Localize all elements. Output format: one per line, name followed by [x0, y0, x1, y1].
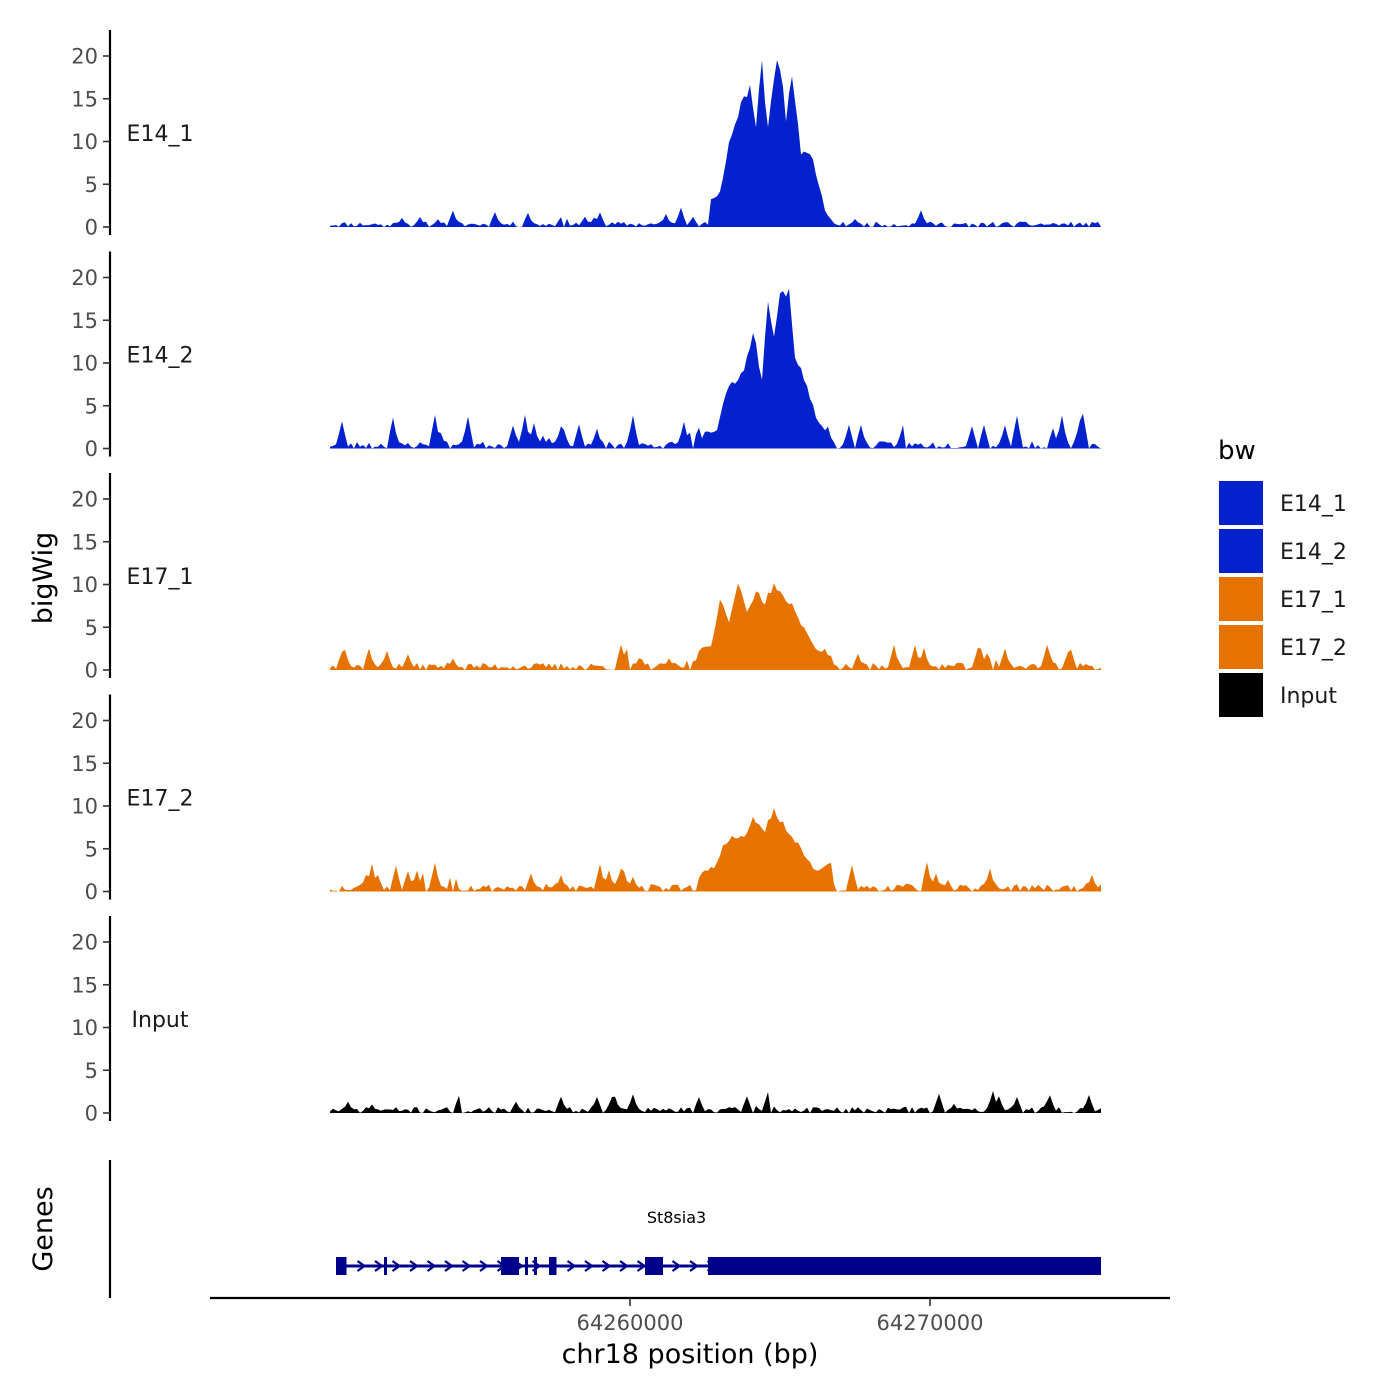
y-tick-label: 10 [71, 352, 98, 376]
y-tick-label: 15 [71, 530, 98, 554]
y-tick-label: 5 [85, 616, 98, 640]
strand-arrow [409, 1260, 419, 1272]
track-e17_1: 0 5 10 15 20 E17_1 [71, 473, 1101, 683]
y-tick-label: 0 [85, 1102, 98, 1126]
gene-name-label: St8sia3 [647, 1208, 706, 1227]
strand-arrow [601, 1260, 612, 1272]
legend-label: E14_2 [1280, 540, 1347, 565]
x-tick-label: 64260000 [577, 1311, 684, 1335]
y-tick-label: 20 [71, 488, 98, 512]
y-tick-label: 5 [85, 173, 98, 197]
y-tick-label: 15 [71, 973, 98, 997]
gene-exon [384, 1257, 387, 1275]
track-e14_2: 0 5 10 15 20 E14_2 [71, 251, 1101, 461]
y-tick-label: 10 [71, 573, 98, 597]
gene-exon [534, 1257, 537, 1275]
legend-title: bw [1218, 436, 1256, 466]
legend-label: E17_1 [1280, 588, 1347, 613]
strand-arrow [619, 1260, 629, 1272]
gene-track: Genes St8sia3 [28, 1160, 1101, 1298]
y-tick-label: 0 [85, 437, 98, 461]
x-axis: chr18 position (bp) 64260000 64270000 [210, 1296, 1170, 1370]
signal-tracks: 05101520E14_105101520E14_205101520E17_10… [71, 30, 1101, 1126]
legend-label: Input [1280, 684, 1337, 709]
gene-exon [708, 1257, 1101, 1275]
strand-arrow [374, 1260, 384, 1272]
strand-arrow [391, 1260, 402, 1272]
track-label: E17_2 [127, 787, 194, 812]
y-tick-label: 5 [85, 1059, 98, 1083]
strand-arrow [461, 1260, 472, 1272]
signal-area-e14_1 [330, 60, 1101, 227]
strand-arrow [671, 1260, 682, 1272]
y-tick-label: 0 [85, 880, 98, 904]
y-tick-label: 10 [71, 1016, 98, 1040]
track-e14_1: 0 5 10 15 20 E14_1 [71, 30, 1101, 240]
y-tick-label: 10 [71, 130, 98, 154]
gene-model: St8sia3 [336, 1208, 1101, 1275]
legend-swatch [1219, 673, 1263, 717]
track-label: Input [132, 1008, 189, 1033]
track-label: E17_1 [127, 565, 194, 590]
strand-arrow [636, 1260, 647, 1272]
y-tick-label: 5 [85, 837, 98, 861]
y-tick-label: 15 [71, 87, 98, 111]
legend-entry-e14_2: E14_2 [1219, 529, 1347, 573]
y-tick-label: 20 [71, 709, 98, 733]
y-tick-label: 0 [85, 659, 98, 683]
gene-track-title: Genes [28, 1186, 59, 1271]
strand-arrow [426, 1260, 437, 1272]
signal-area-e17_1 [330, 583, 1101, 670]
track-label: E14_1 [127, 122, 194, 147]
legend-entry-input: Input [1219, 673, 1337, 717]
signal-area-input [330, 1091, 1101, 1113]
gene-exon [336, 1257, 347, 1275]
track-input: 0 5 10 15 20 Input [71, 916, 1101, 1126]
legend-swatch [1219, 481, 1263, 525]
y-tick-label: 15 [71, 309, 98, 333]
legend-swatch [1219, 577, 1263, 621]
gene-exon [525, 1257, 528, 1275]
gene-exon [501, 1257, 519, 1275]
x-axis-title: chr18 position (bp) [562, 1339, 819, 1370]
y-tick-label: 10 [71, 795, 98, 819]
y-axis-title: bigWig [28, 532, 59, 625]
legend-label: E17_2 [1280, 636, 1347, 661]
legend-entry-e17_2: E17_2 [1219, 625, 1347, 669]
legend: bw E14_1 E14_2 E17_1 E17_2 Input [1218, 436, 1347, 717]
legend-entry-e14_1: E14_1 [1219, 481, 1347, 525]
gene-exon [645, 1257, 663, 1275]
track-e17_2: 0 5 10 15 20 E17_2 [71, 694, 1101, 904]
strand-arrow [356, 1260, 367, 1272]
legend-entry-e17_1: E17_1 [1219, 577, 1347, 621]
y-tick-label: 15 [71, 752, 98, 776]
legend-swatch [1219, 625, 1263, 669]
strand-arrow [584, 1260, 594, 1272]
gene-exon [549, 1257, 557, 1275]
signal-area-e17_2 [330, 808, 1101, 892]
y-tick-label: 20 [71, 266, 98, 290]
legend-label: E14_1 [1280, 492, 1347, 517]
y-tick-label: 0 [85, 216, 98, 240]
strand-arrow [479, 1260, 489, 1272]
y-tick-label: 20 [71, 931, 98, 955]
legend-swatch [1219, 529, 1263, 573]
strand-arrow [566, 1260, 577, 1272]
signal-area-e14_2 [330, 288, 1101, 449]
strand-arrow [689, 1260, 699, 1272]
track-label: E14_2 [127, 344, 194, 369]
y-tick-label: 5 [85, 394, 98, 418]
strand-arrow [444, 1260, 454, 1272]
y-tick-label: 20 [71, 45, 98, 69]
x-tick-label: 64270000 [877, 1311, 984, 1335]
